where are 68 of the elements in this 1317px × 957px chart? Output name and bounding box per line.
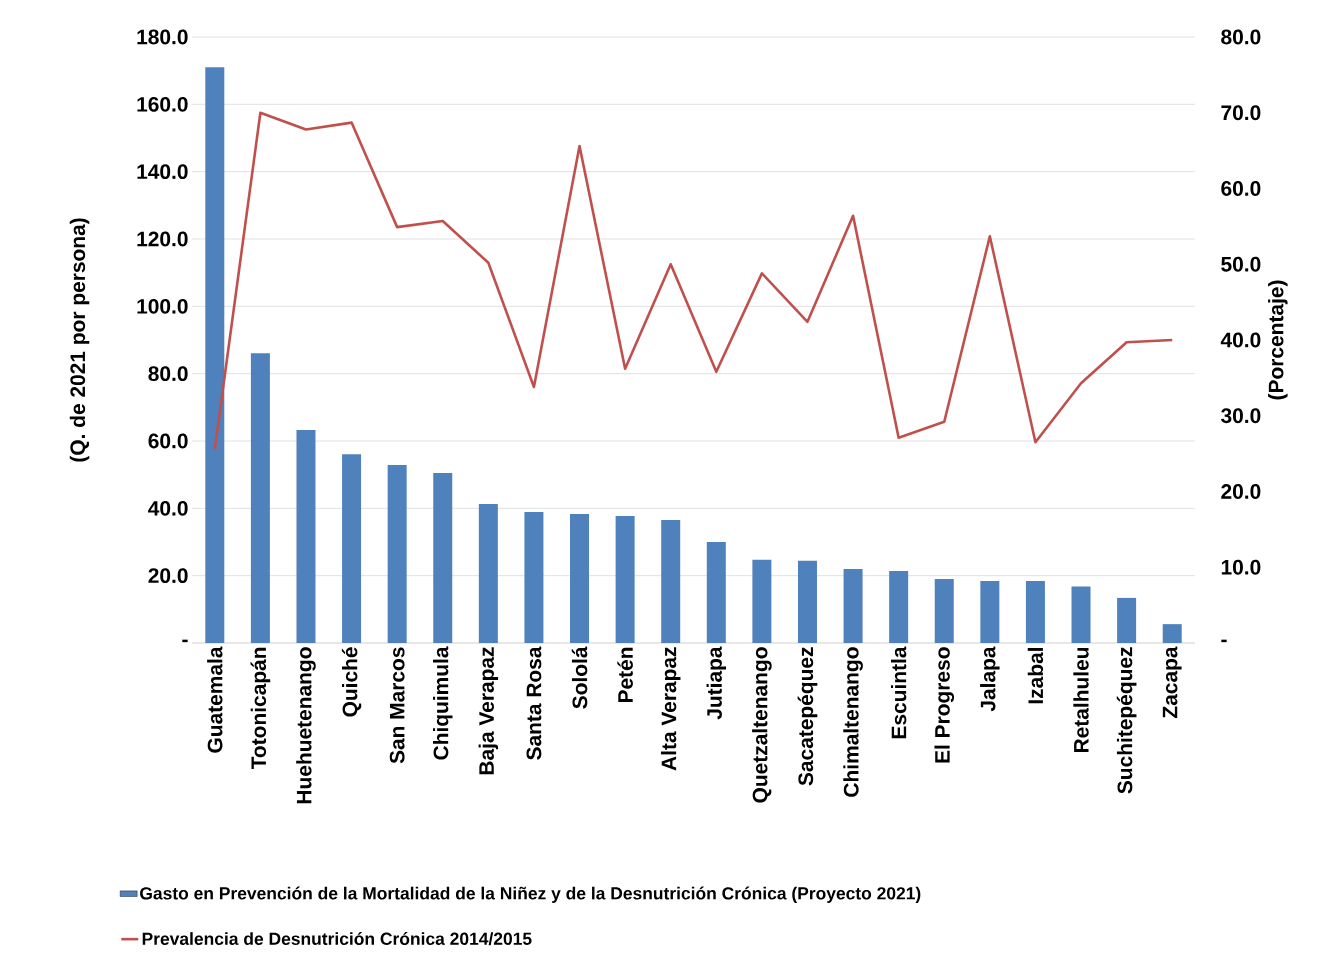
x-tick-label: Quiché	[341, 647, 362, 717]
x-tick-label: Suchitepéquez	[1116, 647, 1137, 794]
bar	[478, 503, 498, 643]
line-series	[213, 111, 1174, 451]
bar	[433, 472, 453, 643]
y-tick-label: 100.0	[137, 298, 188, 314]
y2-tick-label: -	[1221, 639, 1227, 643]
x-tick-label: Huehuetenango	[296, 647, 316, 804]
x-tick-label: Santa Rosa	[526, 646, 542, 760]
x-tick-label: Escuintla	[890, 646, 907, 739]
y-tick-label: 120.0	[137, 231, 188, 247]
bar	[661, 520, 681, 643]
x-tick-label: Quetzaltenango	[752, 647, 772, 803]
y-tick-label: 80.0	[148, 366, 188, 382]
bar	[296, 429, 316, 643]
y-tick-label: 40.0	[148, 500, 188, 516]
y2-tick-label: 50.0	[1221, 256, 1261, 272]
y2-tick-label: 20.0	[1221, 484, 1261, 499]
bar	[706, 542, 726, 643]
bar	[1025, 581, 1045, 643]
bar	[615, 516, 635, 643]
x-tick-label: Zacapa	[1162, 646, 1182, 718]
y-tick-label: -	[182, 639, 188, 643]
bar	[1117, 597, 1137, 643]
x-tick-label: El Progreso	[934, 647, 955, 763]
y2-tick-label: 70.0	[1221, 105, 1261, 121]
y-tick-label: 160.0	[137, 96, 188, 112]
bar	[889, 570, 909, 643]
legend-label: Gasto en Prevención de la Mortalidad de la Niñez y de la Desnutrición Crónica (Proyecto 2021)	[140, 886, 921, 903]
x-tick-label: Jalapa	[980, 646, 1000, 712]
x-tick-label: San Marcos	[389, 647, 405, 764]
y2-tick-label: 30.0	[1221, 408, 1261, 424]
y-tick-label: 140.0	[137, 164, 188, 180]
bar	[570, 514, 590, 643]
x-tick-label: Izabal	[1027, 648, 1044, 704]
y-axis-title: (Q. de 2021 por persona)	[69, 218, 90, 462]
y-tick-label: 20.0	[148, 568, 188, 584]
bar	[934, 579, 954, 643]
x-tick-label: Baja Verapaz	[478, 647, 499, 775]
x-tick-label: Retalhuleu	[1073, 647, 1089, 753]
y2-tick-label: 80.0	[1221, 29, 1261, 45]
x-tick-label: Guatemala	[207, 646, 223, 753]
x-tick-label: Sacatepéquez	[797, 647, 818, 786]
bar	[1162, 624, 1182, 643]
y2-axis-title: (Porcentaje)	[1268, 280, 1288, 400]
x-tick-label: Chiquimula	[433, 646, 453, 760]
bar	[797, 560, 817, 643]
x-tick-label: Alta Verapaz	[660, 647, 681, 771]
y2-tick-label: 40.0	[1220, 332, 1261, 348]
x-tick-label: Petén	[617, 647, 633, 703]
bar	[205, 67, 225, 643]
legend-label: Prevalencia de Desnutrición Crónica 2014/2015	[142, 932, 532, 946]
bar	[524, 512, 544, 643]
bar	[250, 353, 270, 643]
bar	[980, 581, 1000, 643]
bar	[843, 568, 863, 643]
x-tick-label: Chimaltenango	[843, 647, 863, 797]
bar	[1071, 586, 1091, 643]
x-tick-label: Totonicapán	[250, 647, 271, 770]
y-tick-label: 60.0	[148, 433, 188, 449]
y2-tick-label: 60.0	[1221, 181, 1261, 196]
bar	[752, 559, 772, 643]
x-tick-label: Sololá	[571, 646, 588, 709]
y2-tick-label: 10.0	[1221, 559, 1261, 575]
x-tick-label: Jutiapa	[706, 646, 727, 720]
bar	[342, 454, 362, 643]
y-tick-label: 180.0	[137, 29, 188, 45]
bar	[387, 464, 407, 643]
